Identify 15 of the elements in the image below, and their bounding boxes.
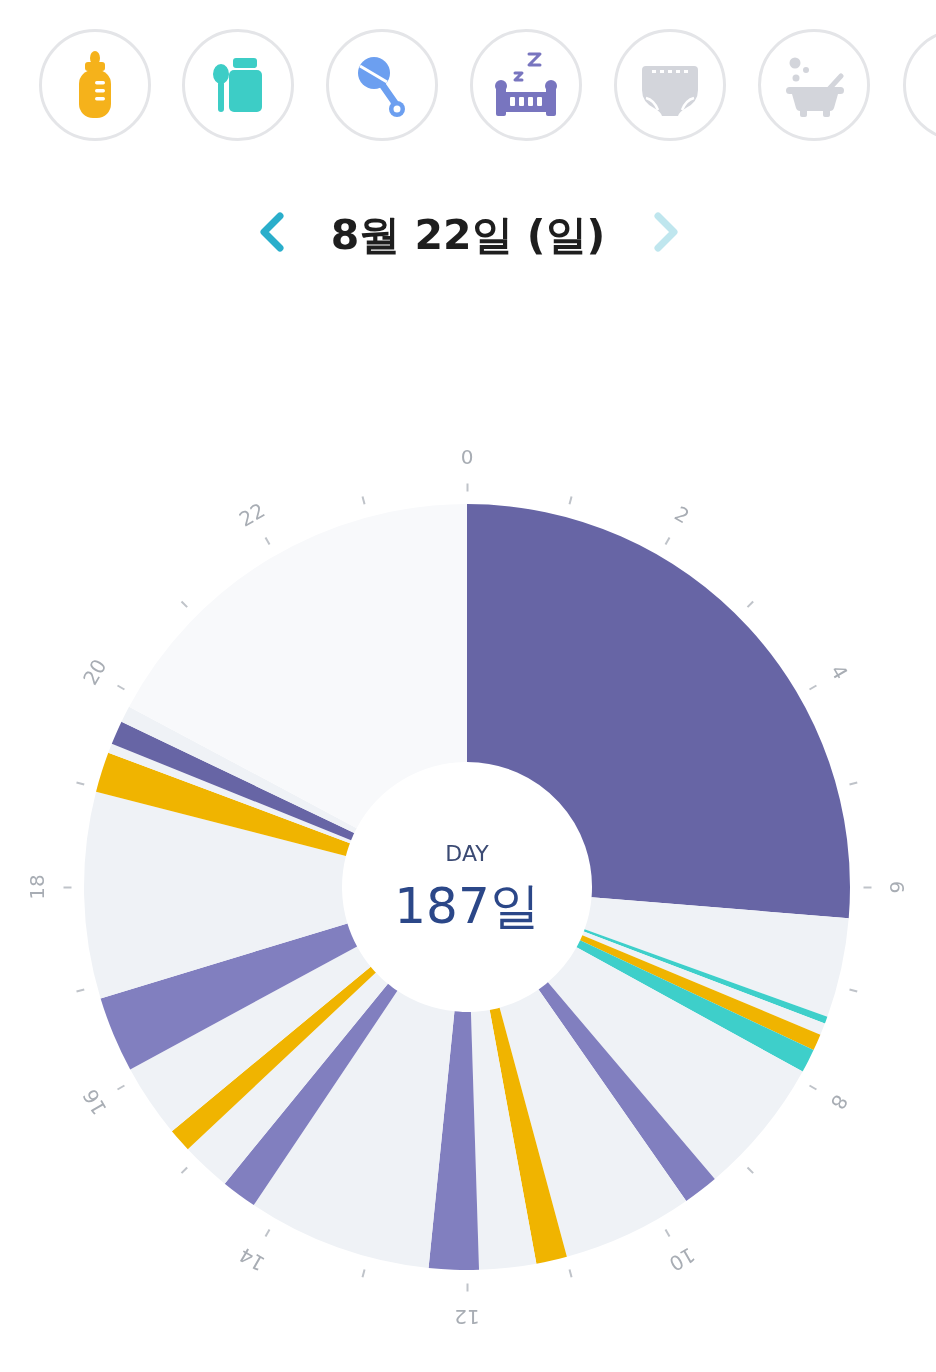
text: 6 <box>884 880 909 894</box>
text: 14 <box>235 1242 270 1276</box>
text: 16 <box>78 1084 112 1119</box>
text: 187일 <box>394 876 540 935</box>
text: 2 <box>670 501 694 529</box>
text: 4 <box>825 660 853 684</box>
text: 20 <box>78 655 112 690</box>
chart-title: 8월 22일 (일) <box>329 210 607 261</box>
text: 18 <box>25 874 50 900</box>
text: 10 <box>664 1242 699 1276</box>
text: DAY <box>445 840 490 866</box>
text: 12 <box>454 1304 480 1329</box>
text: 22 <box>235 498 270 532</box>
text: 8 <box>825 1090 853 1114</box>
text: 0 <box>460 445 474 470</box>
